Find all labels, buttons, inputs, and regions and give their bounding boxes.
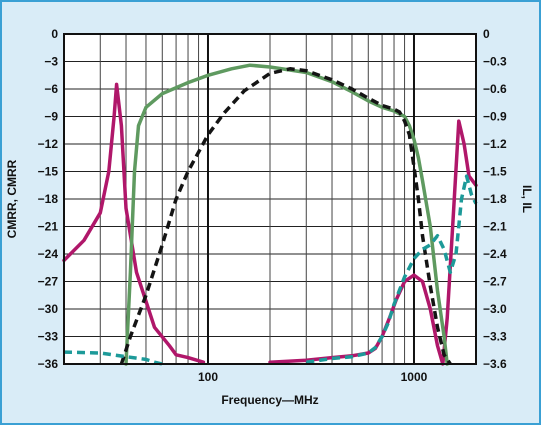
y-left-tick-label: −9 [44, 110, 58, 124]
x-axis-title: Frequency—MHz [221, 393, 318, 407]
y-left-tick-label: −33 [38, 330, 59, 344]
y-left-tick-label: −27 [38, 275, 59, 289]
dashed-series-0 [119, 67, 452, 365]
solid-series-0 [62, 82, 206, 364]
y-right-tick-label: −3.3 [483, 330, 507, 344]
y-right-tick-label: −2.4 [483, 247, 507, 261]
y-right-tick-label: −3.0 [483, 302, 507, 316]
dashed-series-2 [306, 174, 478, 364]
y-right-tick-label: −1.2 [483, 137, 507, 151]
y-right-tick-label: −2.7 [483, 275, 507, 289]
solid-series-2 [124, 63, 449, 366]
y-left-tick-label: −18 [38, 192, 59, 206]
y-left-tick-label: −15 [38, 165, 59, 179]
y-right-axis-title: IL, IL [520, 185, 534, 213]
x-tick-label: 1000 [401, 370, 428, 384]
y-right-tick-label: −1.5 [483, 165, 507, 179]
y-right-tick-label: −2.1 [483, 220, 507, 234]
series-group [62, 63, 478, 366]
solid-series-1 [268, 119, 478, 366]
y-left-tick-label: −36 [38, 357, 59, 371]
y-left-axis-title: CMRR, CMRR [5, 159, 19, 238]
plot-border [63, 33, 477, 365]
x-tick-label: 100 [198, 370, 218, 384]
y-left-tick-label: −30 [38, 302, 59, 316]
y-right-tick-label: −0.9 [483, 110, 507, 124]
y-left-tick-label: −12 [38, 137, 59, 151]
y-left-tick-label: −21 [38, 220, 59, 234]
dashed-series-1 [63, 350, 163, 366]
y-right-tick-label: −0.6 [483, 82, 507, 96]
y-left-tick-label: −3 [44, 55, 58, 69]
y-right-tick-label: 0 [483, 27, 490, 41]
y-left-tick-label: −6 [44, 82, 58, 96]
y-right-tick-label: −0.3 [483, 55, 507, 69]
y-left-tick-label: −24 [38, 247, 59, 261]
y-right-tick-label: −1.8 [483, 192, 507, 206]
y-right-tick-label: −3.6 [483, 357, 507, 371]
y-left-tick-label: 0 [51, 27, 58, 41]
